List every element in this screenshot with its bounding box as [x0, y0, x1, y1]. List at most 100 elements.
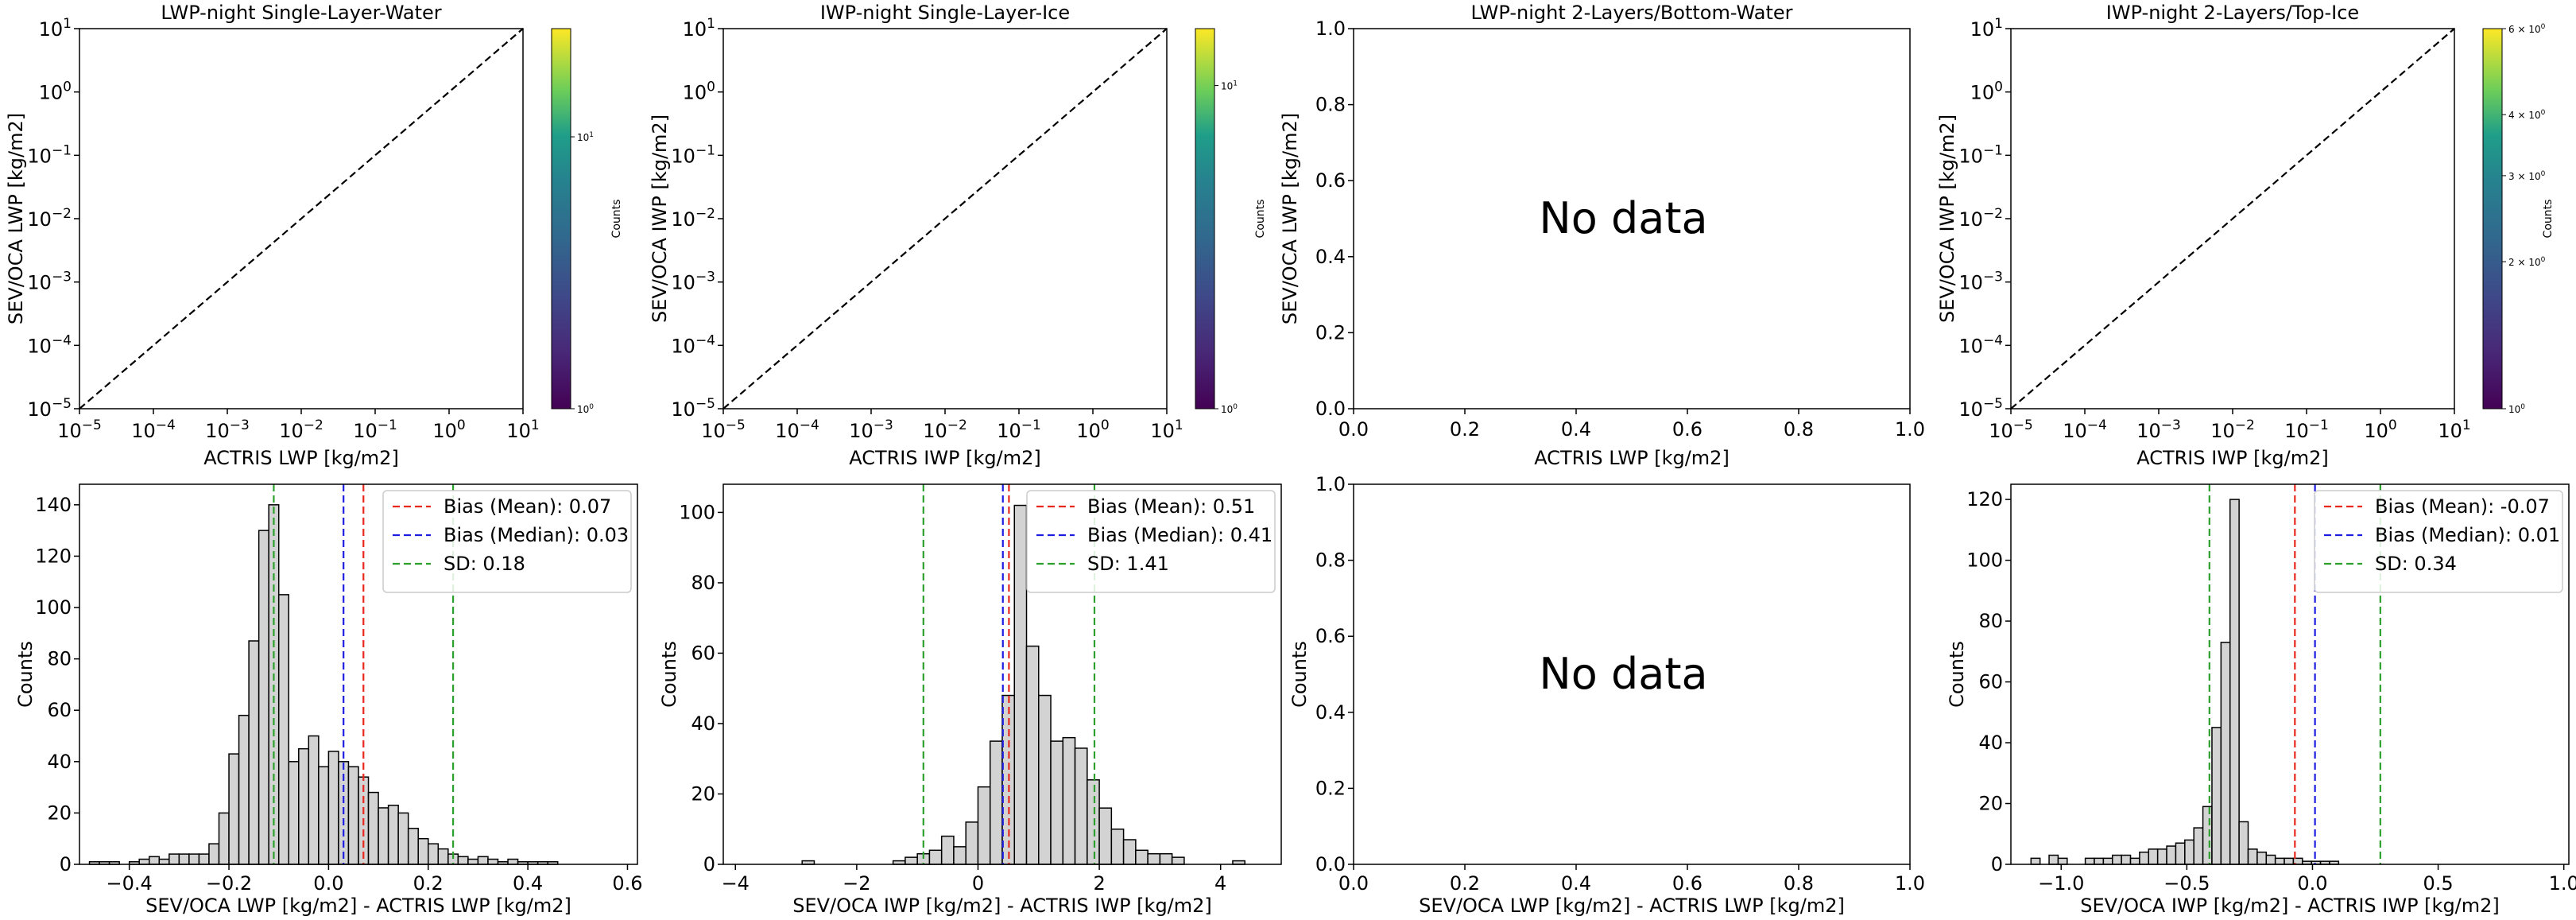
- heatmap-panel-1: LWP-night Single-Layer-Water 10−5 10−4 10−3…: [5, 2, 623, 469]
- y-tick-label: 0: [1991, 853, 2003, 875]
- x-tick-label: 10−5: [57, 417, 102, 442]
- x-tick-label: 0.4: [513, 872, 543, 895]
- histogram-bar: [178, 853, 190, 865]
- x-tick-label: 2: [1093, 872, 1105, 895]
- x-tick-label: −2: [843, 872, 870, 895]
- histogram-bar: [318, 766, 330, 865]
- histogram-panel-4: Bias (Mean): -0.07 Bias (Median): 0.01 SD:…: [1946, 483, 2576, 917]
- colorbar-label: Counts: [610, 200, 623, 239]
- x-tick-label: 10−1: [997, 417, 1041, 442]
- histogram-bar: [1038, 694, 1052, 865]
- y-axis-label: SEV/OCA IWP [kg/m2]: [1936, 115, 1958, 323]
- histogram-bar: [437, 848, 449, 865]
- histogram-bar: [2184, 839, 2194, 865]
- histogram-bar: [928, 849, 943, 865]
- histogram-bar: [169, 853, 180, 865]
- legend-entry: Bias (Mean): 0.51: [1087, 495, 1255, 518]
- x-tick-label: 10−3: [205, 417, 250, 442]
- y-tick-label: 0.4: [1315, 701, 1346, 724]
- y-tick-label: 20: [1978, 793, 2003, 815]
- y-tick-label: 0.6: [1315, 625, 1346, 647]
- y-tick-label: 10−1: [671, 142, 715, 167]
- colorbar-tick-label: 101: [1221, 80, 1238, 92]
- histogram-bar: [198, 853, 210, 865]
- legend-entry: SD: 0.18: [444, 553, 525, 575]
- histogram-bar: [277, 594, 290, 865]
- one-to-one-line: [79, 28, 524, 410]
- y-tick-label: 0.2: [1315, 321, 1346, 344]
- histogram-bar: [228, 753, 240, 865]
- histogram-bar: [2057, 857, 2068, 865]
- x-tick-label: 1.0: [2549, 872, 2576, 895]
- histogram-bar: [417, 837, 429, 865]
- colorbar-label: Counts: [2542, 200, 2555, 239]
- histogram-bar: [1159, 852, 1173, 865]
- histogram-bar: [2030, 857, 2041, 865]
- histogram-bar: [327, 751, 339, 865]
- histogram-bar: [248, 640, 260, 865]
- x-tick-label: 0.4: [1561, 872, 1591, 895]
- x-tick-label: 0.8: [1784, 872, 1814, 895]
- histogram-bar: [2175, 842, 2186, 865]
- histogram-bar: [1013, 504, 1028, 865]
- histogram-bar: [1074, 747, 1088, 865]
- plot-frame: [79, 483, 638, 865]
- y-tick-label: 20: [691, 782, 715, 805]
- histogram-bar: [2112, 854, 2122, 865]
- histogram-bars: [2030, 499, 2340, 865]
- histogram-bar: [258, 530, 269, 865]
- y-tick-label: 10−5: [671, 396, 715, 421]
- x-tick-label: 10−3: [2136, 417, 2181, 442]
- histogram-bar: [188, 853, 200, 865]
- histogram-bar: [1122, 839, 1137, 865]
- x-tick-label: 0.2: [413, 872, 444, 895]
- plot-frame: [1353, 483, 1911, 865]
- x-tick-label: 0.0: [313, 872, 343, 895]
- x-tick-label: 100: [1076, 417, 1109, 442]
- histogram-bar: [487, 858, 499, 865]
- y-tick-label: 10−3: [671, 270, 715, 294]
- histogram-bar: [1171, 856, 1185, 865]
- histogram-bar: [2102, 857, 2113, 865]
- panel-title: IWP-night 2-Layers/Top-Ice: [2106, 2, 2359, 24]
- y-tick-label: 20: [47, 802, 72, 824]
- histogram-bar: [467, 858, 479, 865]
- y-tick-label: 100: [1970, 80, 2003, 104]
- x-axis-label: ACTRIS LWP [kg/m2]: [1534, 447, 1730, 469]
- x-axis-label: ACTRIS IWP [kg/m2]: [849, 447, 1041, 469]
- y-tick-label: 100: [679, 501, 715, 523]
- histogram-bar: [367, 791, 379, 865]
- y-tick-label: 10−1: [1958, 142, 2003, 167]
- colorbar: [1195, 28, 1215, 410]
- colorbar-tick-label: 100: [2508, 403, 2525, 415]
- x-tick-label: 1.0: [1895, 872, 1925, 895]
- x-tick-label: 10−2: [2210, 417, 2255, 442]
- y-tick-label: 40: [1978, 732, 2003, 754]
- x-tick-label: −0.5: [2163, 872, 2210, 895]
- y-tick-label: 0: [703, 853, 715, 875]
- histogram-bar: [1087, 779, 1100, 865]
- plot-frame: [1353, 28, 1911, 410]
- histogram-bar: [298, 747, 310, 865]
- y-axis-label: Counts: [1946, 641, 1968, 708]
- histogram-bar: [1110, 828, 1125, 865]
- x-tick-label: 10−3: [849, 417, 893, 442]
- colorbar: [551, 28, 571, 410]
- colorbar-tick-label: 2 × 100: [2508, 256, 2546, 268]
- x-tick-label: 101: [1150, 417, 1183, 442]
- y-tick-label: 10−2: [1958, 206, 2003, 231]
- histogram-bar: [507, 858, 519, 865]
- histogram-bar: [407, 828, 419, 865]
- histogram-bar: [457, 856, 469, 865]
- x-tick-label: −1.0: [2038, 872, 2084, 895]
- y-tick-label: 140: [35, 494, 72, 516]
- x-axis-label: ACTRIS IWP [kg/m2]: [2136, 447, 2329, 469]
- x-tick-label: 100: [2364, 417, 2396, 442]
- x-axis-label: ACTRIS LWP [kg/m2]: [203, 447, 399, 469]
- legend: Bias (Mean): 0.51 Bias (Median): 0.41 SD: …: [1026, 490, 1276, 593]
- histogram-bar: [2129, 857, 2140, 865]
- x-tick-label: 10−5: [701, 417, 746, 442]
- y-tick-label: 60: [1978, 671, 2003, 693]
- histogram-bar: [1147, 852, 1161, 865]
- histogram-bar: [2265, 854, 2276, 865]
